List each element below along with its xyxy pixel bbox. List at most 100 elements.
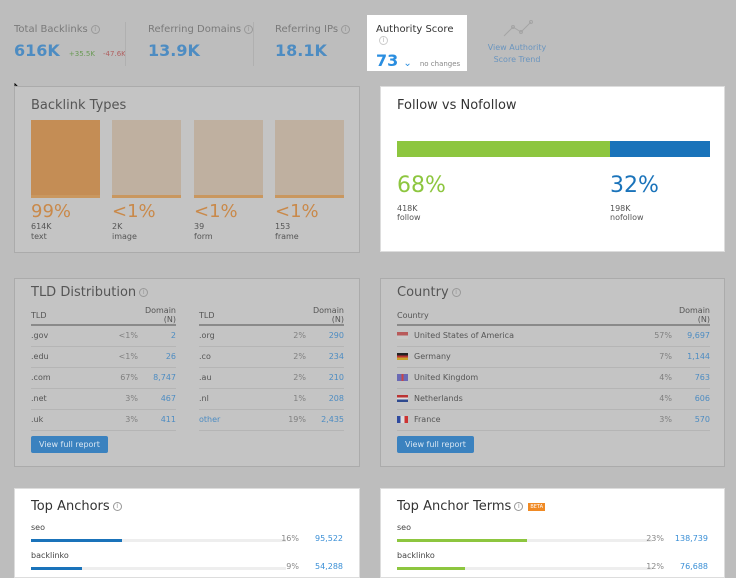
anchor-pct: 16% [281, 534, 299, 543]
anchor-bar [397, 567, 652, 570]
nofollow-label: nofollow [610, 213, 644, 222]
tld-name: .uk [31, 409, 85, 431]
tld-name[interactable]: other [199, 409, 258, 431]
country-name: France [414, 415, 441, 424]
card-title: Follow vs Nofollow [397, 98, 517, 113]
backlink-types-card: Backlink Types 99% 614K text <1% 2K image <1… [14, 86, 360, 253]
info-icon[interactable]: i [451, 288, 461, 297]
info-icon[interactable]: i [90, 24, 100, 34]
follow-pct: 68% [397, 173, 446, 198]
anchor-pct: 9% [286, 562, 299, 571]
backlink-type-image[interactable]: <1% 2K image [112, 120, 181, 242]
tld-pct: <1% [84, 325, 138, 347]
card-title: Country [397, 285, 449, 300]
info-icon[interactable]: i [244, 24, 254, 34]
country-count[interactable]: 606 [672, 388, 710, 410]
anchor-bar [31, 539, 286, 542]
tld-count[interactable]: 411 [138, 409, 176, 431]
table-row: United States of America 57% 9,697 [397, 325, 710, 347]
anchor-pct: 23% [646, 534, 664, 543]
tld-count[interactable]: 26 [138, 346, 176, 368]
anchor-row: seo 23% 138,739 [397, 523, 708, 543]
info-icon[interactable]: i [139, 288, 149, 297]
backlink-type-text[interactable]: 99% 614K text [31, 120, 100, 242]
anchor-bar-fill [397, 567, 465, 570]
follow-stat: 68% 418K follow [397, 173, 446, 222]
column-header: Domain (N) [306, 306, 344, 326]
stat-value[interactable]: 13.9K [148, 41, 200, 60]
tld-name: .org [199, 325, 258, 347]
table-row: France 3% 570 [397, 409, 710, 431]
view-authority-trend-link[interactable]: View Authority Score Trend [487, 43, 547, 64]
nofollow-count: 198K [610, 204, 631, 213]
card-title: Backlink Types [31, 98, 127, 113]
beta-badge: BETA [528, 502, 545, 511]
flag-icon [397, 374, 408, 381]
anchor-count[interactable]: 76,688 [680, 562, 708, 571]
tld-name: .com [31, 367, 85, 389]
tld-pct: 1% [257, 388, 306, 410]
anchor-count[interactable]: 138,739 [674, 534, 708, 543]
country-count[interactable]: 1,144 [672, 346, 710, 368]
info-icon[interactable]: i [514, 502, 524, 511]
anchor-row: backlinko 9% 54,288 [31, 551, 343, 571]
backlink-type-frame[interactable]: <1% 153 frame [275, 120, 344, 242]
stat-value[interactable]: 616K [14, 41, 60, 60]
country-count[interactable]: 570 [672, 409, 710, 431]
follow-ratio-bar [397, 141, 710, 157]
tld-count[interactable]: 2 [138, 325, 176, 347]
tld-count[interactable]: 210 [306, 367, 344, 389]
anchor-count[interactable]: 95,522 [315, 534, 343, 543]
view-full-report-button[interactable]: View full report [31, 436, 108, 453]
tld-count[interactable]: 8,747 [138, 367, 176, 389]
type-pct: 99% [31, 201, 72, 222]
tld-name: .edu [31, 346, 85, 368]
card-title: TLD Distribution [31, 285, 137, 300]
tld-count[interactable]: 290 [306, 325, 344, 347]
country-name: Netherlands [414, 394, 463, 403]
info-icon[interactable]: i [379, 35, 388, 45]
trend-line-icon [503, 20, 533, 37]
anchor-bar-fill [31, 567, 82, 570]
tld-name: .nl [199, 388, 258, 410]
tld-pct: 19% [257, 409, 306, 431]
stat-label: Authority Score [376, 24, 454, 35]
tld-pct: 2% [257, 346, 306, 368]
info-icon[interactable]: i [112, 502, 122, 511]
type-bar [31, 120, 100, 198]
country-count[interactable]: 9,697 [672, 325, 710, 347]
view-full-report-button[interactable]: View full report [397, 436, 474, 453]
backlink-type-form[interactable]: <1% 39 form [194, 120, 263, 242]
tld-count[interactable]: 2,435 [306, 409, 344, 431]
stat-label: Referring Domains [148, 24, 242, 35]
card-title: Top Anchors [31, 499, 110, 514]
flag-icon [397, 395, 408, 402]
stat-value[interactable]: 18.1K [275, 41, 327, 60]
info-icon[interactable]: i [341, 24, 351, 34]
type-count: 153 [275, 222, 291, 231]
table-row: .edu <1% 26 [31, 346, 176, 368]
country-pct: 3% [635, 409, 672, 431]
tld-table-left: TLD Domain (N) .gov <1% 2 .edu <1% 26 .com 67% 8,… [31, 306, 176, 431]
tld-count[interactable]: 234 [306, 346, 344, 368]
tld-pct: 2% [257, 325, 306, 347]
country-cell: France [397, 409, 636, 431]
column-header: Domain (N) [672, 306, 710, 326]
type-count: 2K [112, 222, 123, 231]
authority-score-value[interactable]: 73 [376, 51, 399, 70]
country-pct: 57% [635, 325, 672, 347]
type-label: form [194, 232, 213, 241]
country-count[interactable]: 763 [672, 367, 710, 389]
tld-pct: 2% [257, 367, 306, 389]
nofollow-stat: 32% 198K nofollow [610, 173, 659, 222]
anchor-count[interactable]: 54,288 [315, 562, 343, 571]
country-cell: United Kingdom [397, 367, 636, 389]
chevron-down-icon[interactable]: ⌄ [403, 58, 412, 69]
tld-count[interactable]: 467 [138, 388, 176, 410]
country-pct: 4% [635, 388, 672, 410]
anchor-bar-fill [397, 539, 528, 542]
tld-count[interactable]: 208 [306, 388, 344, 410]
divider [253, 22, 254, 66]
country-card: Country i Country Domain (N) United States… [380, 278, 725, 467]
follow-bar-segment[interactable] [397, 141, 610, 157]
